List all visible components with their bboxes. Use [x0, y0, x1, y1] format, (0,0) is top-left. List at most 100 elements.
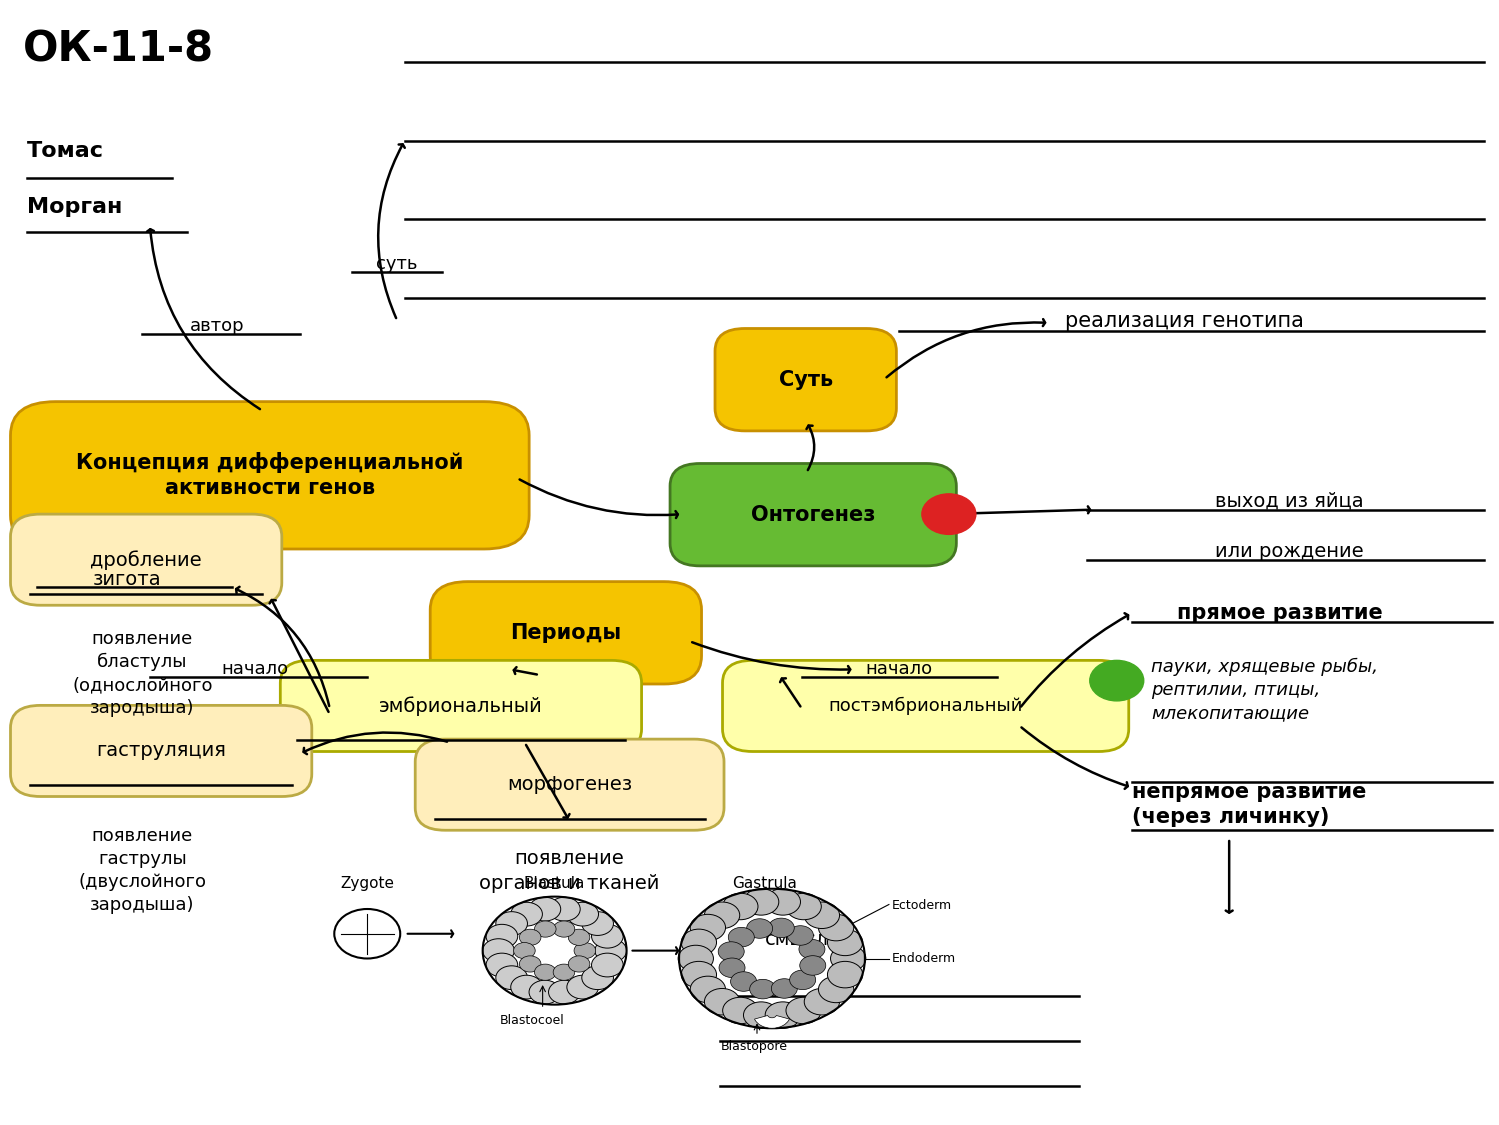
Text: смысл: смысл: [764, 930, 829, 948]
Circle shape: [529, 898, 561, 921]
Circle shape: [535, 921, 556, 937]
Circle shape: [592, 953, 624, 976]
Text: Периоды: Периоды: [510, 623, 622, 642]
Circle shape: [549, 980, 580, 1004]
Text: Blastopore: Blastopore: [721, 1040, 787, 1053]
Circle shape: [805, 902, 839, 928]
Circle shape: [519, 956, 541, 972]
FancyBboxPatch shape: [10, 402, 529, 549]
Circle shape: [922, 494, 976, 534]
Circle shape: [567, 902, 598, 926]
Circle shape: [790, 970, 815, 990]
Circle shape: [549, 898, 580, 921]
Text: Gastrula: Gastrula: [732, 875, 797, 891]
Circle shape: [334, 909, 400, 958]
Text: Морган: Морган: [27, 197, 123, 217]
Text: постэмбриональный: постэмбриональный: [829, 696, 1022, 716]
Circle shape: [818, 915, 854, 940]
Circle shape: [805, 989, 839, 1015]
Circle shape: [827, 929, 863, 955]
Text: или рождение: или рождение: [1214, 542, 1364, 560]
Circle shape: [519, 929, 541, 945]
Text: морфогенез: морфогенез: [507, 775, 633, 794]
Circle shape: [592, 925, 624, 948]
Circle shape: [511, 902, 543, 926]
Text: Ectoderm: Ectoderm: [892, 899, 952, 912]
Circle shape: [718, 942, 744, 961]
Circle shape: [723, 893, 758, 920]
Text: Blastocoel: Blastocoel: [499, 1014, 565, 1027]
Circle shape: [511, 975, 543, 999]
Circle shape: [818, 976, 854, 1002]
Text: Blastula: Blastula: [525, 875, 585, 891]
Text: ОК-11-8: ОК-11-8: [22, 28, 214, 70]
Text: Концепция дифференциальной
активности генов: Концепция дифференциальной активности ге…: [76, 452, 463, 498]
Circle shape: [705, 902, 739, 928]
Text: дробление: дробление: [90, 550, 202, 569]
Circle shape: [744, 1002, 779, 1028]
FancyBboxPatch shape: [10, 705, 312, 796]
Circle shape: [483, 938, 514, 963]
Wedge shape: [754, 1016, 790, 1028]
FancyBboxPatch shape: [415, 739, 724, 830]
Text: начало: начало: [222, 660, 288, 678]
Circle shape: [567, 975, 598, 999]
Circle shape: [1090, 660, 1144, 701]
Text: непрямое развитие
(через личинку): непрямое развитие (через личинку): [1132, 782, 1366, 827]
FancyBboxPatch shape: [280, 660, 642, 752]
Circle shape: [705, 989, 739, 1015]
Circle shape: [744, 889, 779, 915]
Circle shape: [568, 956, 591, 972]
Text: эмбриональный: эмбриональный: [379, 696, 543, 716]
Text: суть: суть: [376, 255, 418, 273]
FancyBboxPatch shape: [10, 514, 282, 605]
Circle shape: [769, 918, 794, 937]
Circle shape: [574, 943, 595, 958]
Circle shape: [678, 945, 714, 972]
Text: Endoderm: Endoderm: [892, 952, 956, 965]
Text: автор: автор: [190, 317, 244, 335]
Circle shape: [496, 966, 528, 990]
Circle shape: [553, 964, 574, 980]
Circle shape: [568, 929, 591, 945]
Circle shape: [681, 929, 717, 955]
Circle shape: [764, 1002, 800, 1028]
Circle shape: [553, 921, 574, 937]
Text: Zygote: Zygote: [340, 875, 394, 891]
Text: пауки, хрящевые рыбы,
рептилии, птицы,
млекопитающие: пауки, хрящевые рыбы, рептилии, птицы, м…: [1151, 658, 1378, 722]
FancyBboxPatch shape: [430, 582, 702, 684]
FancyBboxPatch shape: [715, 328, 896, 431]
Circle shape: [690, 976, 726, 1002]
Text: зигота: зигота: [93, 570, 162, 588]
Circle shape: [535, 964, 556, 980]
Circle shape: [764, 889, 800, 915]
Circle shape: [720, 958, 745, 978]
Circle shape: [830, 945, 866, 972]
Text: появление
бластулы
(однослойного
зародыша): появление бластулы (однослойного зародыш…: [72, 630, 213, 717]
Text: гаструляция: гаструляция: [96, 741, 226, 760]
Text: прямое развитие: прямое развитие: [1177, 603, 1382, 623]
Text: Томас: Томас: [27, 141, 103, 161]
Circle shape: [723, 997, 758, 1024]
Circle shape: [785, 893, 821, 920]
Circle shape: [772, 979, 797, 998]
Text: выход из яйца: выход из яйца: [1214, 492, 1364, 510]
Text: Суть: Суть: [778, 370, 833, 389]
Text: появление
гаструлы
(двуслойного
зародыша): появление гаструлы (двуслойного зародыша…: [78, 827, 207, 914]
FancyBboxPatch shape: [723, 660, 1129, 752]
Circle shape: [496, 911, 528, 935]
Circle shape: [827, 962, 863, 988]
Text: Онтогенез: Онтогенез: [751, 505, 875, 524]
Circle shape: [787, 926, 814, 945]
Circle shape: [785, 997, 821, 1024]
Circle shape: [799, 939, 824, 958]
Circle shape: [582, 966, 613, 990]
Circle shape: [750, 980, 775, 999]
Circle shape: [514, 943, 535, 958]
FancyBboxPatch shape: [670, 464, 956, 566]
Circle shape: [747, 919, 772, 938]
Circle shape: [690, 915, 726, 940]
Circle shape: [486, 953, 517, 976]
Circle shape: [529, 980, 561, 1004]
Circle shape: [800, 956, 826, 975]
